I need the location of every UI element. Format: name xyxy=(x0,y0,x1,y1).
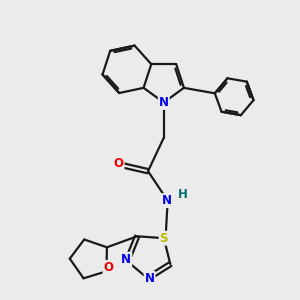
Text: H: H xyxy=(178,188,188,201)
Text: O: O xyxy=(103,261,113,274)
Text: N: N xyxy=(162,194,172,207)
Text: N: N xyxy=(159,96,169,109)
Text: O: O xyxy=(114,157,124,170)
Text: N: N xyxy=(145,272,154,285)
Text: S: S xyxy=(160,232,168,245)
Text: N: N xyxy=(121,253,131,266)
